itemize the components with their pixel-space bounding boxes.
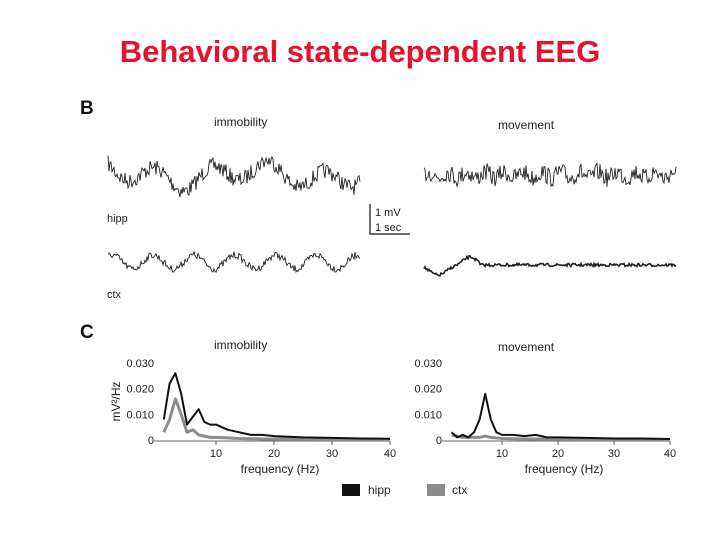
y-tick-label: 0.010 bbox=[414, 409, 442, 421]
legend-label-hipp: hipp bbox=[368, 483, 391, 497]
x-tick-label: 30 bbox=[608, 448, 620, 460]
y-tick-label: 0.020 bbox=[414, 384, 442, 396]
legend-label-ctx: ctx bbox=[452, 483, 468, 497]
panel-b-movement-label: movement bbox=[498, 118, 555, 132]
y-tick-label: 0 bbox=[148, 435, 154, 447]
y-tick-label: 0 bbox=[436, 435, 442, 447]
y-tick-label: 0.010 bbox=[126, 409, 154, 421]
x-axis-label: frequency (Hz) bbox=[525, 462, 604, 476]
ctx-movement-trace bbox=[423, 254, 677, 277]
series-line-hipp-2 bbox=[450, 392, 671, 440]
y-axis-label: mV²/Hz bbox=[109, 382, 123, 422]
x-tick-label: 10 bbox=[210, 448, 222, 460]
series-line-ctx-1 bbox=[162, 397, 390, 441]
hipp-trace-label: hipp bbox=[107, 213, 128, 225]
panel-b-label: B bbox=[80, 98, 94, 119]
panel-c-immobility-label: immobility bbox=[214, 338, 268, 352]
panel-c-movement-label: movement bbox=[498, 340, 555, 354]
x-axis-label: frequency (Hz) bbox=[241, 462, 320, 476]
hipp-immobility-trace bbox=[107, 155, 361, 198]
scale-bar-voltage-label: 1 mV bbox=[375, 207, 401, 219]
y-tick-label: 0.030 bbox=[414, 358, 442, 370]
series-line-hipp-1 bbox=[162, 372, 391, 440]
x-tick-label: 10 bbox=[496, 448, 508, 460]
slide-title: Behavioral state-dependent EEG bbox=[119, 34, 601, 69]
y-tick-label: 0.030 bbox=[126, 358, 154, 370]
x-tick-label: 20 bbox=[268, 448, 280, 460]
scale-bar-time-label: 1 sec bbox=[375, 222, 402, 234]
panel-b-immobility-label: immobility bbox=[214, 115, 268, 129]
panel-c-label: C bbox=[80, 322, 94, 343]
x-tick-label: 20 bbox=[552, 448, 564, 460]
scale-bar bbox=[369, 204, 410, 235]
x-tick-label: 40 bbox=[664, 448, 676, 460]
ctx-immobility-trace bbox=[107, 250, 361, 274]
ctx-trace-label: ctx bbox=[107, 289, 122, 301]
x-tick-label: 30 bbox=[326, 448, 338, 460]
legend-swatch-ctx bbox=[427, 484, 445, 496]
legend-swatch-hipp bbox=[342, 484, 360, 496]
hipp-movement-trace bbox=[423, 162, 677, 188]
x-tick-label: 40 bbox=[384, 448, 396, 460]
y-tick-label: 0.020 bbox=[126, 384, 154, 396]
